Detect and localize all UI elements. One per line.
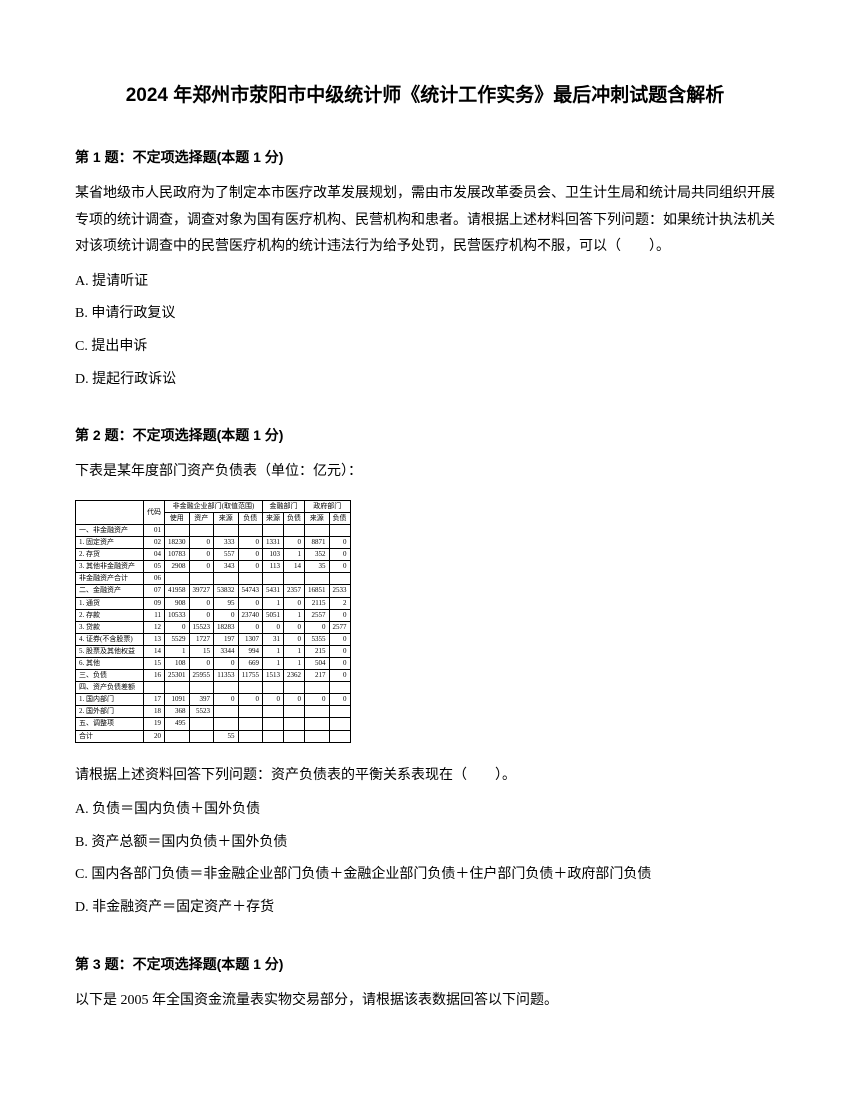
q2-option-b: B. 资产总额＝国内负债＋国外负债 <box>75 830 775 857</box>
q2-followup: 请根据上述资料回答下列问题：资产负债表的平衡关系表现在（ ）。 <box>75 763 775 790</box>
q2-option-c: C. 国内各部门负债＝非金融企业部门负债＋金融企业部门负债＋住户部门负债＋政府部… <box>75 862 775 889</box>
q1-option-b: B. 申请行政复议 <box>75 301 775 328</box>
q1-text: 某省地级市人民政府为了制定本市医疗改革发展规划，需由市发展改革委员会、卫生计生局… <box>75 181 775 261</box>
q1-option-d: D. 提起行政诉讼 <box>75 367 775 394</box>
question-2: 第 2 题：不定项选择题(本题 1 分) 下表是某年度部门资产负债表（单位：亿元… <box>75 425 775 921</box>
q1-header: 第 1 题：不定项选择题(本题 1 分) <box>75 147 775 167</box>
question-1: 第 1 题：不定项选择题(本题 1 分) 某省地级市人民政府为了制定本市医疗改革… <box>75 147 775 393</box>
q2-option-d: D. 非金融资产＝固定资产＋存货 <box>75 895 775 922</box>
page-title: 2024 年郑州市荥阳市中级统计师《统计工作实务》最后冲刺试题含解析 <box>75 80 775 107</box>
q2-header: 第 2 题：不定项选择题(本题 1 分) <box>75 425 775 445</box>
q2-intro: 下表是某年度部门资产负债表（单位：亿元）： <box>75 459 775 486</box>
q2-option-a: A. 负债＝国内负债＋国外负债 <box>75 797 775 824</box>
balance-sheet-table: 代码非金融企业部门(取值范围)金融部门政府部门使用资产来源负债来源负债来源负债一… <box>75 500 775 743</box>
q1-option-a: A. 提请听证 <box>75 269 775 296</box>
q3-header: 第 3 题：不定项选择题(本题 1 分) <box>75 954 775 974</box>
q3-text: 以下是 2005 年全国资金流量表实物交易部分，请根据该表数据回答以下问题。 <box>75 988 775 1015</box>
q1-option-c: C. 提出申诉 <box>75 334 775 361</box>
question-3: 第 3 题：不定项选择题(本题 1 分) 以下是 2005 年全国资金流量表实物… <box>75 954 775 1015</box>
